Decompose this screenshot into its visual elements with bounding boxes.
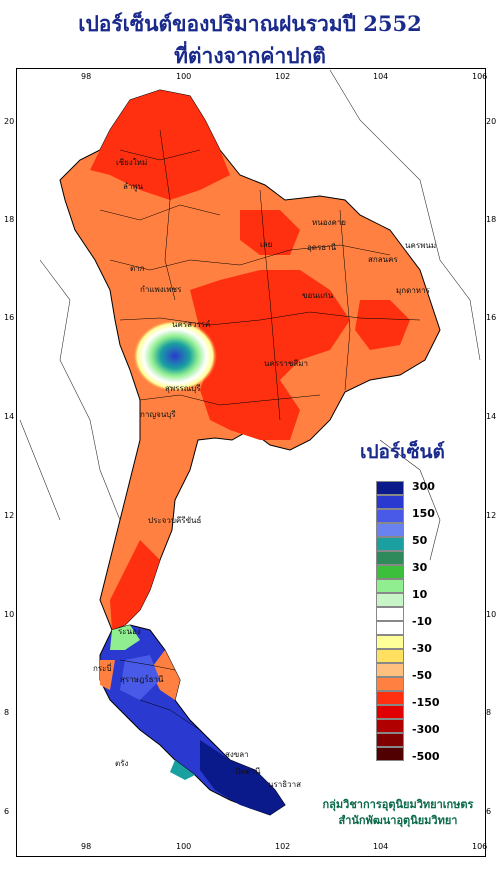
legend-swatch — [376, 733, 404, 747]
legend-swatch — [376, 621, 404, 635]
province-label: สุราษฎร์ธานี — [120, 675, 164, 684]
legend-swatch — [376, 649, 404, 663]
province-label: กระบี่ — [93, 664, 112, 673]
legend-level: 150 — [412, 507, 435, 520]
legend-level: 300 — [412, 480, 435, 493]
lon-tick-100: 100 — [176, 842, 192, 851]
province-label: ลำพูน — [123, 182, 144, 191]
legend-swatch — [376, 593, 404, 607]
province-label: ระนอง — [118, 627, 141, 636]
lon-tick-104: 104 — [373, 72, 389, 81]
lat-tick-16: 16 — [486, 313, 497, 322]
lon-tick-106: 106 — [472, 72, 488, 81]
credit-line2: สำนักพัฒนาอุตุนิยมวิทยา — [338, 814, 458, 827]
south-shading — [100, 625, 285, 815]
lat-tick-20: 20 — [486, 117, 497, 126]
lat-tick-10: 10 — [486, 610, 497, 619]
lat-tick-12: 12 — [486, 511, 497, 520]
legend-swatch — [376, 509, 404, 523]
lon-tick-98: 98 — [81, 842, 92, 851]
province-label: ประจวบคีรีขันธ์ — [148, 516, 202, 525]
province-label: เชียงใหม่ — [116, 158, 148, 167]
map-title-line2: ที่ต่างจากค่าปกติ — [174, 43, 326, 68]
legend-swatch — [376, 523, 404, 537]
legend-swatch — [376, 705, 404, 719]
province-label: นครราชสีมา — [264, 359, 308, 368]
legend-swatch — [376, 677, 404, 691]
lat-tick-12: 12 — [4, 511, 15, 520]
legend-swatch — [376, 663, 404, 677]
lat-tick-8: 8 — [4, 708, 10, 717]
legend-swatch — [376, 537, 404, 551]
lat-tick-6: 6 — [4, 807, 10, 816]
province-label: นครสวรรค์ — [172, 320, 211, 329]
province-label: สุพรรณบุรี — [165, 384, 201, 393]
legend-level: -300 — [412, 723, 440, 736]
lat-tick-8: 8 — [486, 708, 492, 717]
province-label: มุกดาหาร — [396, 286, 430, 295]
legend-title: เปอร์เซ็นต์ — [360, 441, 445, 463]
province-label: นครพนม — [405, 241, 437, 250]
province-boundaries — [99, 129, 421, 731]
province-label: สงขลา — [225, 750, 249, 759]
lon-tick-98: 98 — [81, 72, 92, 81]
legend-level: -10 — [412, 615, 432, 628]
legend-level: -150 — [412, 696, 440, 709]
lat-tick-6: 6 — [486, 807, 492, 816]
lon-tick-100: 100 — [176, 72, 192, 81]
province-label: หนองคาย — [312, 218, 346, 227]
legend-colorbar — [376, 481, 404, 761]
central-wet-anomaly — [133, 320, 217, 392]
legend-swatch — [376, 481, 404, 495]
map-title-line1: เปอร์เซ็นต์ของปริมาณฝนรวมปี 2552 — [78, 11, 422, 36]
legend-swatch — [376, 747, 404, 761]
lon-tick-104: 104 — [373, 842, 389, 851]
legend-swatch — [376, 607, 404, 621]
province-label: กาญจนบุรี — [140, 410, 176, 419]
province-label: อุดรธานี — [307, 243, 337, 252]
lat-tick-14: 14 — [4, 412, 15, 421]
province-label: สกลนคร — [368, 255, 398, 264]
province-label: นราธิวาส — [268, 780, 302, 789]
legend-swatch — [376, 565, 404, 579]
neighbour-borders — [19, 69, 481, 561]
lon-tick-106: 106 — [472, 842, 488, 851]
province-label: ขอนแก่น — [302, 291, 334, 300]
legend-swatch — [376, 635, 404, 649]
legend-level: 30 — [412, 561, 428, 574]
lat-tick-10: 10 — [4, 610, 15, 619]
lat-tick-20: 20 — [4, 117, 15, 126]
province-label: กำแพงเพชร — [140, 285, 182, 294]
legend-level: -50 — [412, 669, 432, 682]
lat-tick-14: 14 — [486, 412, 497, 421]
lat-tick-16: 16 — [4, 313, 15, 322]
legend-level: -500 — [412, 750, 440, 763]
lon-tick-102: 102 — [275, 842, 291, 851]
credit-line1: กลุ่มวิชาการอุตุนิยมวิทยาเกษตร — [322, 798, 474, 811]
province-label: ปัตตานี — [235, 767, 261, 776]
province-label: ตาก — [130, 264, 145, 273]
legend-level: 10 — [412, 588, 428, 601]
legend-swatch — [376, 495, 404, 509]
legend-level: 50 — [412, 534, 428, 547]
legend-level: -30 — [412, 642, 432, 655]
legend-swatch — [376, 551, 404, 565]
province-label: ตรัง — [115, 759, 129, 768]
lat-tick-18: 18 — [486, 215, 497, 224]
lat-tick-18: 18 — [4, 215, 15, 224]
legend-swatch — [376, 691, 404, 705]
legend-swatch — [376, 579, 404, 593]
lon-tick-102: 102 — [275, 72, 291, 81]
legend-swatch — [376, 719, 404, 733]
deficit-zones — [90, 90, 410, 630]
province-label: เลย — [260, 240, 273, 249]
